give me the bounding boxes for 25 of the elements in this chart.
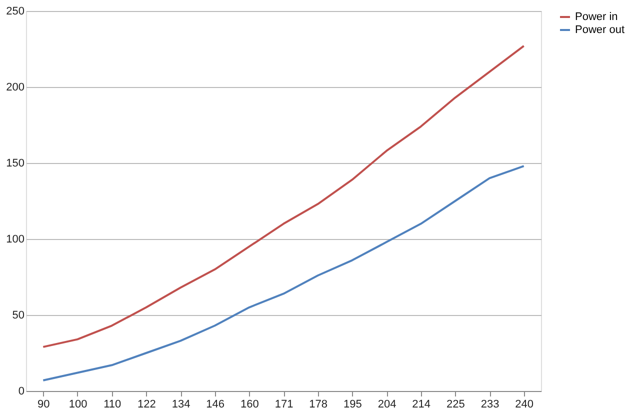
x-tick-label: 100 bbox=[68, 398, 88, 410]
legend-label: Power out bbox=[575, 24, 625, 36]
x-tick-label: 122 bbox=[137, 398, 156, 410]
y-tick-label: 50 bbox=[12, 310, 24, 322]
x-tick-label: 225 bbox=[446, 398, 465, 410]
x-tick-label: 240 bbox=[515, 398, 534, 410]
x-tick-label: 110 bbox=[104, 398, 122, 410]
x-tick-label: 214 bbox=[412, 398, 431, 410]
x-tick-label: 146 bbox=[206, 398, 225, 410]
x-tick-label: 233 bbox=[480, 398, 500, 410]
y-tick-label: 100 bbox=[6, 234, 24, 246]
x-tick-label: 195 bbox=[343, 398, 362, 410]
y-tick-label: 150 bbox=[6, 158, 24, 170]
y-tick-label: 250 bbox=[6, 6, 24, 18]
line-series bbox=[42, 44, 525, 348]
x-tick-label: 160 bbox=[240, 398, 259, 410]
x-tick-label: 134 bbox=[172, 398, 190, 410]
y-tick-label: 200 bbox=[6, 82, 24, 94]
x-tick-label: 90 bbox=[38, 398, 50, 410]
y-tick-label: 0 bbox=[18, 386, 24, 398]
x-tick-label: 171 bbox=[274, 398, 294, 410]
x-tick-label: 204 bbox=[378, 398, 396, 410]
legend-label: Power in bbox=[575, 11, 618, 23]
line-series bbox=[42, 165, 525, 382]
x-tick-label: 178 bbox=[309, 398, 328, 410]
